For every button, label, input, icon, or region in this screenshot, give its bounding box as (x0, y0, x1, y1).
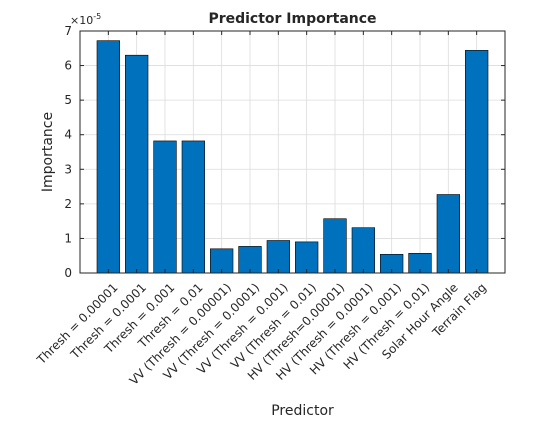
y-axis-exponent-power: -5 (93, 12, 101, 21)
y-axis-exponent: ×10-5 (70, 12, 101, 27)
bar (153, 140, 177, 274)
bar (323, 218, 347, 274)
bar (125, 54, 149, 274)
y-tick-label: 2 (64, 197, 72, 211)
y-tick-label: 3 (64, 162, 72, 176)
y-tick-label: 1 (64, 231, 72, 245)
plot-area-border (79, 30, 506, 274)
y-axis-label: Importance (40, 112, 56, 192)
x-axis-label: Predictor (271, 403, 334, 419)
bar (96, 40, 120, 274)
bar (351, 227, 375, 274)
y-tick-label: 7 (64, 24, 72, 38)
y-tick-label: 5 (64, 93, 72, 107)
y-tick-label: 6 (64, 59, 72, 73)
bar (295, 241, 319, 274)
grid (80, 31, 505, 273)
bar (436, 194, 460, 274)
bar (266, 240, 290, 274)
chart-title: Predictor Importance (208, 11, 376, 27)
y-axis-exponent-base: ×10 (70, 14, 93, 27)
bar (181, 140, 205, 274)
bar (465, 50, 489, 274)
y-tick-label: 4 (64, 128, 72, 142)
y-tick-label: 0 (64, 266, 72, 280)
